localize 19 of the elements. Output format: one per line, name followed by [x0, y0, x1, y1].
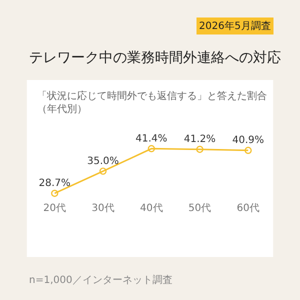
x-tick-label: 30代	[92, 203, 114, 214]
x-tick-label: 40代	[140, 203, 163, 214]
point	[148, 145, 156, 152]
x-tick-label: 50代	[188, 203, 212, 214]
point	[99, 168, 107, 175]
point	[196, 146, 204, 153]
text: 2026年5月調査	[199, 20, 271, 32]
x-tick-label: 20代	[43, 203, 66, 214]
chart-title: テレワーク中の業務時間外連絡への対応	[29, 50, 281, 66]
data-label: 41.2%	[184, 134, 216, 146]
x-tick-label: 60代	[236, 203, 260, 214]
data-label: 40.9%	[232, 135, 264, 146]
chart-subtitle: 「状況に応じて時間外でも返信する」と答えた割合（年代別）	[37, 90, 267, 115]
data-label: 28.7%	[38, 178, 71, 190]
data-label: 35.0%	[87, 156, 119, 167]
point	[244, 146, 252, 154]
point	[51, 190, 58, 197]
text: n=1,000／インターネット調査	[29, 274, 172, 286]
data-label: 41.4%	[136, 133, 168, 144]
